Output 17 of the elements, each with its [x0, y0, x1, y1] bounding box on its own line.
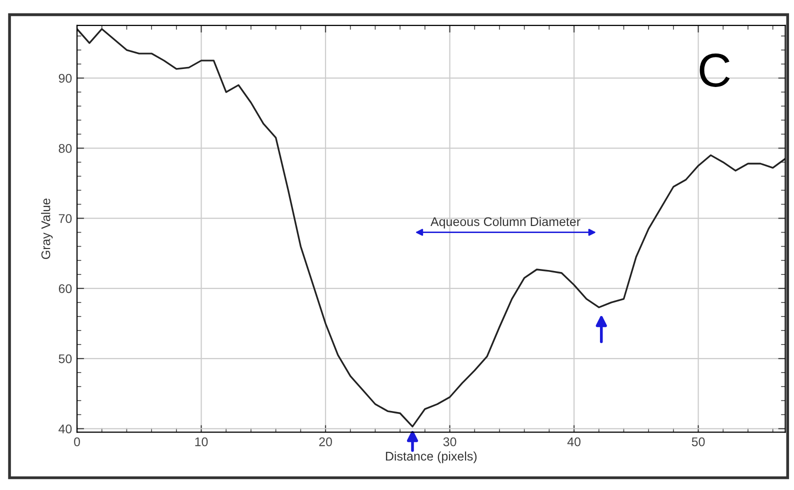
- x-tick-label: 40: [567, 437, 580, 446]
- x-tick-label: 50: [692, 437, 705, 446]
- annotation: Aqueous Column Diameter: [430, 216, 580, 229]
- y-tick-label: 90: [58, 74, 72, 83]
- x-tick-label: 0: [74, 437, 80, 446]
- x-axis-title: Distance (pixels): [386, 451, 477, 464]
- y-tick-label: 80: [58, 144, 72, 153]
- y-tick-label: 40: [58, 424, 72, 434]
- y-tick-label: 70: [58, 214, 72, 223]
- x-tick-label: 10: [195, 437, 208, 446]
- x-tick-label: 30: [443, 437, 456, 446]
- y-tick-label: 50: [58, 354, 72, 364]
- x-tick-label: 20: [319, 437, 332, 446]
- y-axis-title: Gray Value: [41, 198, 53, 260]
- y-tick-label: 60: [58, 284, 72, 294]
- annotation: C: [700, 54, 730, 87]
- line-series: [77, 28, 786, 428]
